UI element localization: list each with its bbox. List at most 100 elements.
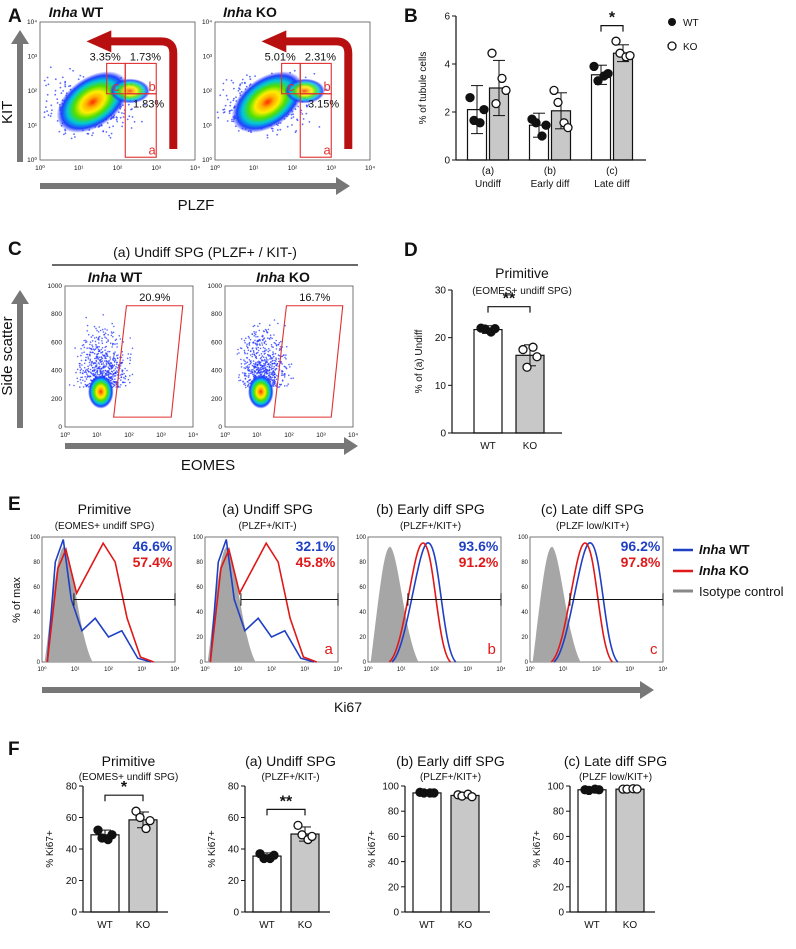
- y-tick-label: 4: [444, 60, 450, 71]
- wt-point: [465, 92, 475, 103]
- event-dot: [222, 108, 225, 111]
- legend-wt-text: Inha WT: [699, 542, 750, 557]
- density-secondary: [284, 78, 326, 104]
- ko-point: [625, 50, 635, 61]
- event-dot: [272, 367, 275, 370]
- event-dot: [112, 352, 115, 355]
- y-tick-label: 20: [33, 635, 40, 641]
- ko-percentage: 91.2%: [459, 554, 499, 570]
- panel-c-ylabel: Side scatter: [0, 316, 16, 395]
- event-dot: [263, 330, 266, 333]
- event-dot: [128, 115, 131, 118]
- event-dot: [223, 111, 226, 113]
- event-dot: [45, 84, 47, 87]
- panel-a-ylabel: KIT: [0, 101, 16, 124]
- event-dot: [120, 376, 122, 379]
- x-tick-label: 10⁴: [188, 432, 198, 439]
- event-dot: [83, 366, 86, 369]
- event-dot: [92, 334, 94, 337]
- event-dot: [85, 316, 87, 319]
- event-dot: [43, 116, 46, 118]
- event-dot: [105, 131, 108, 133]
- event-dot: [247, 385, 249, 388]
- event-dot: [78, 362, 81, 365]
- event-dot: [96, 373, 99, 375]
- event-dot: [97, 337, 100, 340]
- event-dot: [76, 368, 79, 371]
- event-dot: [280, 355, 283, 358]
- legend-ko-marker: [667, 41, 677, 51]
- event-dot: [131, 373, 134, 376]
- event-dot: [270, 368, 273, 371]
- event-dot: [257, 349, 260, 352]
- event-dot: [268, 369, 271, 372]
- event-dot: [257, 366, 260, 369]
- event-dot: [249, 78, 252, 81]
- event-dot: [237, 130, 240, 132]
- event-dot: [266, 365, 269, 368]
- event-dot: [113, 381, 115, 384]
- y-tick-label: 0: [233, 908, 239, 919]
- event-dot: [272, 346, 274, 349]
- event-dot: [96, 371, 98, 374]
- event-dot: [265, 356, 267, 359]
- gate-a: [124, 93, 157, 158]
- red-arrow-shaft: [109, 37, 178, 149]
- y-tick-label: 100: [518, 535, 529, 541]
- event-dot: [254, 374, 256, 377]
- significance-marker: **: [280, 793, 293, 810]
- ko-point: [553, 97, 563, 108]
- event-dot: [131, 347, 134, 350]
- histogram-subtitle: (PLZF+/KIT+): [400, 521, 461, 532]
- event-dot: [59, 86, 62, 89]
- event-dot: [110, 132, 113, 135]
- histogram-title: (b) Early diff SPG: [376, 501, 485, 517]
- event-dot: [86, 373, 88, 375]
- legend-ko-text: Inha KO: [699, 563, 749, 578]
- y-tick-label: 40: [359, 610, 366, 616]
- event-dot: [252, 349, 255, 352]
- event-dot: [89, 368, 92, 371]
- panel-f-subtitle: (PLZF low/KIT+): [579, 772, 652, 783]
- event-dot: [246, 361, 249, 364]
- event-dot: [286, 385, 288, 387]
- event-dot: [95, 345, 97, 347]
- y-tick-label: 40: [33, 610, 40, 616]
- event-dot: [72, 69, 74, 72]
- x-tick-label: 10⁴: [333, 666, 343, 673]
- event-dot: [108, 367, 110, 370]
- y-tick-label: 80: [521, 560, 528, 566]
- event-dot: [86, 132, 89, 135]
- ko-bar: [450, 794, 480, 913]
- y-tick-label: 40: [66, 845, 78, 856]
- event-dot: [272, 374, 275, 377]
- wt-histogram: [553, 542, 619, 663]
- event-dot: [112, 365, 114, 368]
- event-dot: [89, 351, 91, 353]
- event-dot: [96, 329, 98, 332]
- y-tick-label: 80: [228, 782, 240, 793]
- x-tick-label: 10⁰: [525, 666, 535, 673]
- y-tick-label: 0: [363, 660, 367, 666]
- event-dot: [269, 334, 272, 337]
- event-dot: [133, 120, 136, 123]
- event-dot: [260, 356, 263, 359]
- event-dot: [86, 330, 88, 332]
- event-dot: [247, 376, 250, 379]
- event-dot: [54, 93, 57, 96]
- event-dot: [260, 364, 263, 367]
- event-dot: [123, 376, 125, 379]
- event-dot: [118, 335, 121, 337]
- wt-point: [594, 785, 604, 795]
- event-dot: [313, 72, 316, 75]
- event-dot: [252, 360, 255, 362]
- event-dot: [91, 134, 93, 137]
- event-dot: [251, 372, 253, 374]
- event-dot: [105, 365, 107, 367]
- event-dot: [222, 82, 225, 85]
- event-dot: [255, 355, 257, 358]
- event-dot: [278, 349, 281, 352]
- event-dot: [79, 74, 82, 77]
- event-dot: [116, 343, 118, 345]
